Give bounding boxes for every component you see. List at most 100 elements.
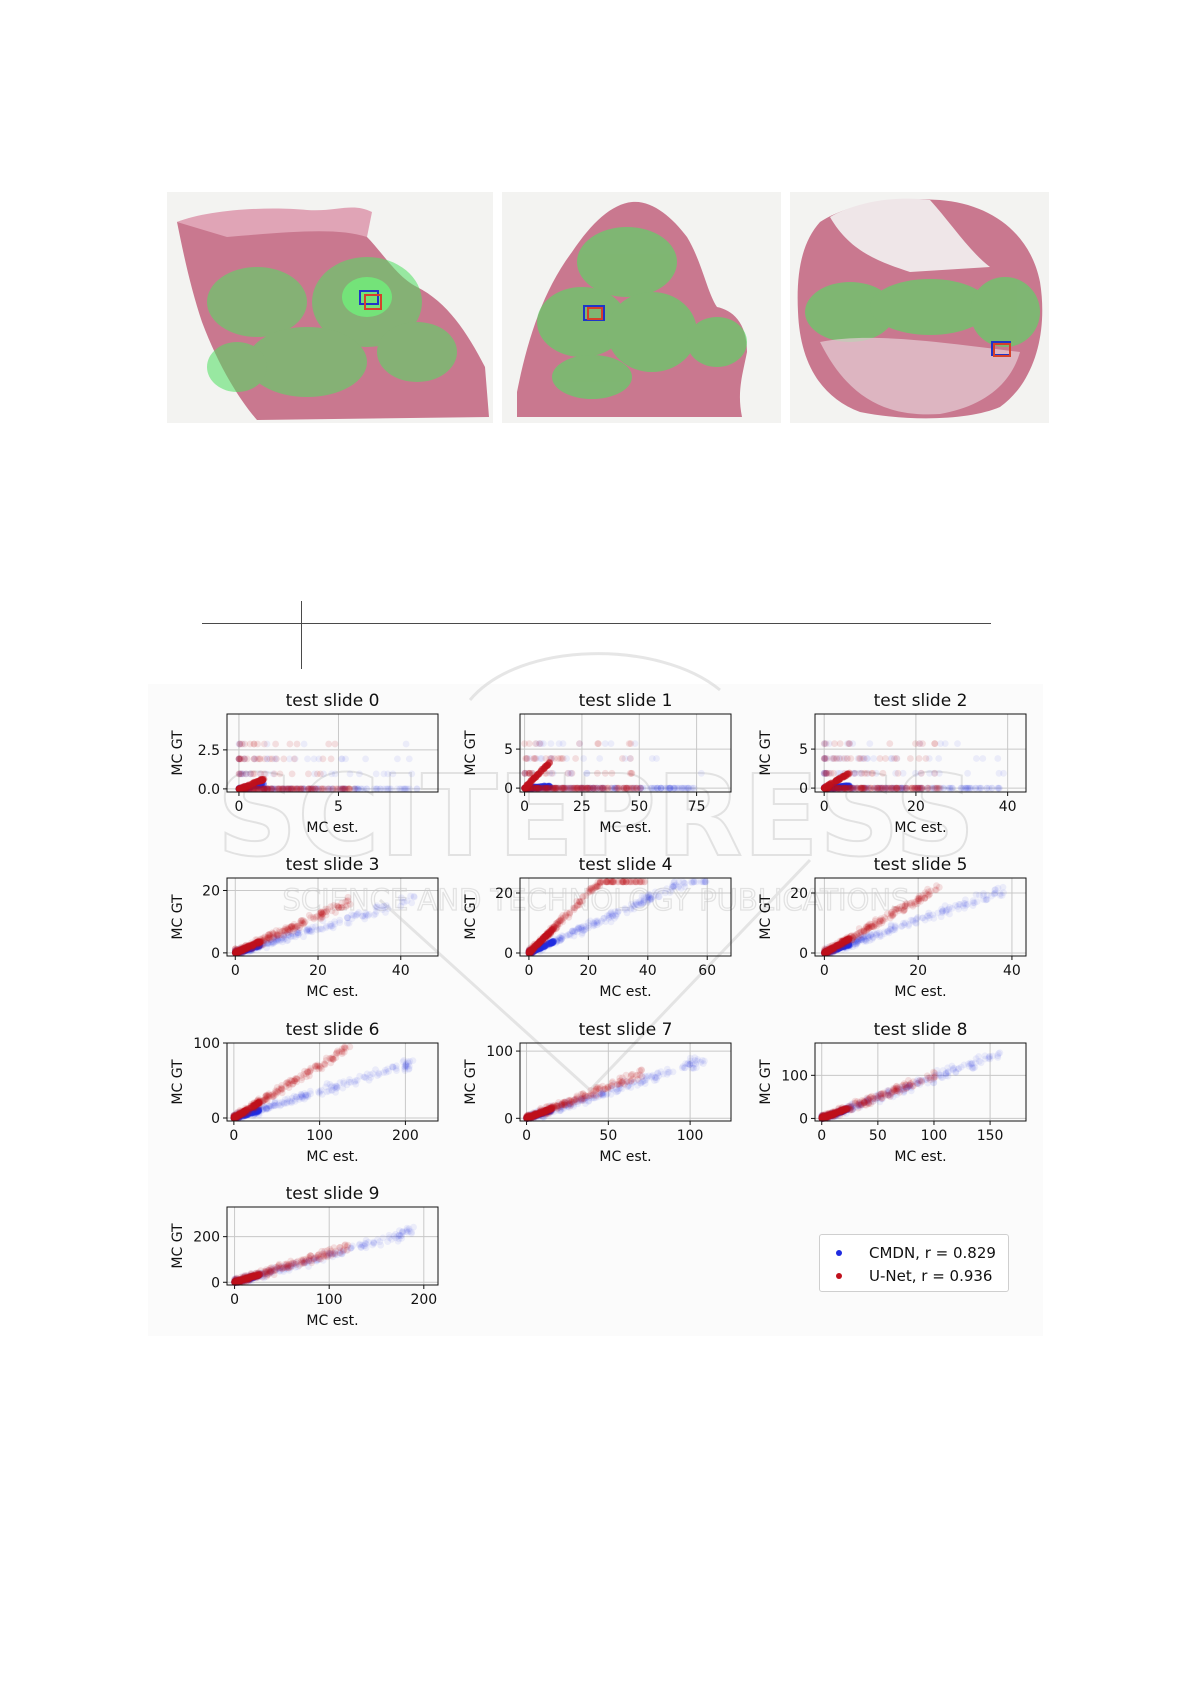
x-tick-label: 100 <box>677 1128 704 1144</box>
point-cmdn <box>353 1077 361 1084</box>
x-axis-label: MC est. <box>599 984 651 1000</box>
y-tick-label: 0 <box>211 946 220 962</box>
point-cmdn <box>235 785 243 793</box>
point-cmdn <box>238 785 246 793</box>
point-unet <box>820 740 828 747</box>
point-cmdn <box>355 785 362 793</box>
point-cmdn <box>647 896 654 904</box>
point-unet <box>523 782 531 790</box>
point-unet <box>265 785 273 793</box>
point-cmdn <box>325 785 333 793</box>
point-cmdn <box>275 785 283 793</box>
point-cmdn <box>238 785 246 792</box>
point-unet <box>250 778 258 786</box>
point-cmdn <box>354 785 362 793</box>
point-cmdn <box>246 770 254 778</box>
point-cmdn <box>237 784 245 792</box>
point-unet <box>344 897 351 905</box>
scatter-plot-0: test slide 00 50.02.5MC est.MC GT <box>170 691 439 836</box>
point-cmdn <box>404 785 412 793</box>
point-cmdn <box>260 781 267 789</box>
point-cmdn <box>648 755 656 762</box>
point-unet <box>305 770 312 778</box>
point-cmdn <box>245 783 253 790</box>
point-unet <box>317 770 324 778</box>
point-cmdn <box>294 785 302 793</box>
point-cmdn <box>279 938 286 946</box>
point-cmdn <box>246 783 254 791</box>
point-cmdn <box>621 905 629 912</box>
point-unet <box>236 785 244 793</box>
point-unet <box>264 785 271 793</box>
point-cmdn <box>339 785 347 793</box>
point-cmdn <box>276 785 283 793</box>
plot-title: test slide 6 <box>286 1020 380 1040</box>
point-cmdn <box>246 783 254 791</box>
point-unet <box>253 1100 261 1107</box>
point-cmdn <box>382 1069 390 1076</box>
point-cmdn <box>382 785 390 793</box>
point-unet <box>876 916 884 924</box>
point-cmdn <box>901 921 908 928</box>
point-cmdn <box>243 785 251 793</box>
point-cmdn <box>255 782 263 789</box>
point-cmdn <box>269 785 277 793</box>
point-cmdn <box>300 740 308 748</box>
point-unet <box>594 769 601 777</box>
point-cmdn <box>281 785 289 793</box>
x-tick-label: 40 <box>392 963 410 979</box>
point-cmdn <box>309 785 317 793</box>
point-unet <box>241 785 249 793</box>
point-cmdn <box>673 784 681 792</box>
point-unet <box>317 785 325 793</box>
point-cmdn <box>255 785 263 793</box>
point-unet <box>260 785 268 793</box>
point-unet <box>615 784 623 792</box>
point-unet <box>931 740 939 747</box>
point-cmdn <box>309 785 317 793</box>
point-cmdn <box>335 785 343 793</box>
point-unet <box>278 785 285 793</box>
point-unet <box>246 740 254 748</box>
point-unet <box>625 740 633 747</box>
point-unet <box>626 769 634 777</box>
plot-title: test slide 1 <box>579 691 673 711</box>
point-cmdn <box>261 785 269 793</box>
point-unet <box>866 784 874 792</box>
point-cmdn <box>341 785 349 793</box>
point-cmdn <box>252 785 259 793</box>
point-cmdn <box>250 781 258 789</box>
y-tick-label: 0 <box>211 1111 220 1127</box>
point-cmdn <box>935 755 943 762</box>
point-cmdn <box>971 899 978 907</box>
point-unet <box>282 785 290 793</box>
point-cmdn <box>329 785 337 793</box>
point-cmdn <box>257 785 264 793</box>
point-cmdn <box>291 755 299 763</box>
point-cmdn <box>256 781 263 788</box>
point-cmdn <box>235 770 243 778</box>
point-unet <box>252 785 260 793</box>
point-unet <box>572 755 579 762</box>
point-cmdn <box>241 755 249 763</box>
point-cmdn <box>284 785 292 793</box>
point-cmdn <box>270 785 277 793</box>
point-cmdn <box>601 740 609 747</box>
point-unet <box>823 769 830 777</box>
point-cmdn <box>377 785 384 793</box>
point-cmdn <box>547 740 555 747</box>
point-cmdn <box>372 1066 379 1073</box>
watermark-subtext: SCIENCE AND TECHNOLOGY PUBLICATIONS <box>283 883 910 917</box>
point-unet <box>249 770 257 778</box>
point-cmdn <box>235 784 243 792</box>
point-cmdn <box>242 785 250 793</box>
point-cmdn <box>261 785 269 793</box>
point-cmdn <box>669 883 677 891</box>
point-cmdn <box>250 785 258 793</box>
point-unet <box>633 784 640 792</box>
point-unet <box>254 740 261 748</box>
point-unet <box>241 785 249 793</box>
point-unet <box>608 769 616 777</box>
x-tick-label: 0 <box>234 799 243 815</box>
point-cmdn <box>242 785 250 793</box>
